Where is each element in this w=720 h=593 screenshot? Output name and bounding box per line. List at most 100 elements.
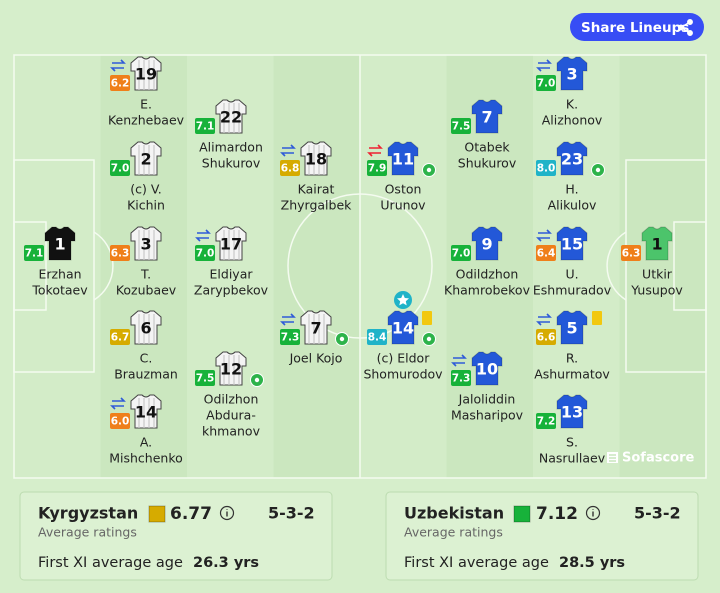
player-name: Kairat <box>298 182 335 197</box>
rating-badge <box>536 160 556 176</box>
rating-badge <box>621 245 641 261</box>
rating: 8.4 <box>368 332 387 344</box>
player[interactable]: 3 6.3 T.Kozubaev <box>110 226 177 298</box>
player[interactable]: 15 6.4 U.Eshmuradov <box>533 226 612 298</box>
goal-icon-center <box>595 167 601 173</box>
player-name: Eshmuradov <box>533 283 612 298</box>
rating-badge <box>451 118 471 134</box>
rating-badge <box>110 413 130 429</box>
player-name: Zhyrgalbek <box>281 198 352 213</box>
share-button-label[interactable]: Share Lineups <box>581 20 689 36</box>
rating: 7.3 <box>281 332 300 344</box>
player[interactable]: 19 6.2 E.Kenzhebaev <box>108 56 185 128</box>
jersey-number: 2 <box>140 150 151 169</box>
player-name: Eldiyar <box>210 267 254 282</box>
player[interactable]: 14 6.0 A.Mishchenko <box>109 394 183 466</box>
jersey-number: 23 <box>561 150 583 169</box>
player[interactable]: 3 7.0 K.Alizhonov <box>536 56 603 128</box>
player-name: Erzhan <box>38 267 81 282</box>
jersey-number: 22 <box>220 108 242 127</box>
player-name: Utkir <box>642 267 673 282</box>
jersey <box>44 226 76 261</box>
jersey <box>556 226 588 261</box>
center-circle <box>287 193 433 339</box>
share-button[interactable]: Share Lineups <box>570 13 704 41</box>
average-rating-label: Average ratings <box>404 525 503 540</box>
age-label: First XI average age <box>38 555 183 571</box>
jersey-number: 14 <box>392 319 414 338</box>
team-name: Kyrgyzstan <box>38 504 138 523</box>
player[interactable]: 2 7.0(c) V.Kichin <box>110 141 165 213</box>
card-bg <box>385 491 699 581</box>
player-name: S. <box>566 435 578 450</box>
player-name: Khamrobekov <box>444 283 531 298</box>
jersey-number: 17 <box>220 235 242 254</box>
player[interactable]: 5 6.6 R.Ashurmatov <box>534 310 610 382</box>
player-name: Joel Kojo <box>289 351 343 366</box>
jersey-number: 18 <box>305 150 327 169</box>
players: 17.1ErzhanTokotaev196.2E.Kenzhebaev27.0(… <box>24 56 683 466</box>
formation: 5-3-2 <box>268 504 315 523</box>
team-name: Uzbekistan <box>404 504 504 523</box>
jersey-number: 11 <box>392 150 414 169</box>
substitution-icon <box>280 313 296 326</box>
player[interactable]: 7 7.3 Joel Kojo <box>280 310 349 366</box>
player-name: Yusupov <box>630 283 683 298</box>
player-name: Nasrullaev <box>539 451 606 466</box>
rating: 7.0 <box>537 78 556 90</box>
pitch-stripe <box>273 55 361 478</box>
player-name: E. <box>140 97 152 112</box>
player-name: (c) V. <box>130 182 162 197</box>
player-name: C. <box>140 351 153 366</box>
rating: 7.5 <box>452 121 471 133</box>
team-rating: 6.77 <box>170 504 212 524</box>
jersey <box>556 141 588 176</box>
watermark-logo-lines <box>609 454 616 462</box>
rating: 6.0 <box>111 416 130 428</box>
player-name: (c) Eldor <box>377 351 431 366</box>
player[interactable]: 23 8.0 H.Alikulov <box>536 141 605 213</box>
player-name: A. <box>140 435 152 450</box>
rating-badge <box>110 75 130 91</box>
jersey-number: 15 <box>561 235 583 254</box>
player-name: Kenzhebaev <box>108 113 185 128</box>
rating-badge <box>280 329 300 345</box>
pitch-stripe <box>619 55 707 478</box>
player[interactable]: 13 7.2 S.Nasrullaev <box>536 394 606 466</box>
share-button-bg[interactable] <box>570 13 704 41</box>
player[interactable]: 6 6.7 C.Brauzman <box>110 310 178 382</box>
formation: 5-3-2 <box>634 504 681 523</box>
player-name: Alikulov <box>548 198 597 213</box>
rating-badge <box>195 245 215 261</box>
rating: 6.4 <box>537 248 556 260</box>
rating-badge <box>195 370 215 386</box>
team-card: Uzbekistan 7.12 5-3-2 Average ratings First … <box>385 491 699 581</box>
watermark-text: Sofascore <box>622 451 695 466</box>
jersey <box>387 141 419 176</box>
player-name: Tokotaev <box>31 283 88 298</box>
average-age: 26.3 yrs <box>193 555 259 571</box>
rating: 6.3 <box>111 248 130 260</box>
player-name: Shukurov <box>202 156 261 171</box>
substitution-icon <box>280 144 296 157</box>
jersey-number: 3 <box>566 65 577 84</box>
jersey-number: 13 <box>561 403 583 422</box>
player-name: H. <box>565 182 578 197</box>
substitution-icon <box>110 397 126 410</box>
player-name: Kozubaev <box>116 283 177 298</box>
jersey <box>556 394 588 429</box>
yellow-card <box>592 311 602 325</box>
rating: 7.0 <box>196 248 215 260</box>
